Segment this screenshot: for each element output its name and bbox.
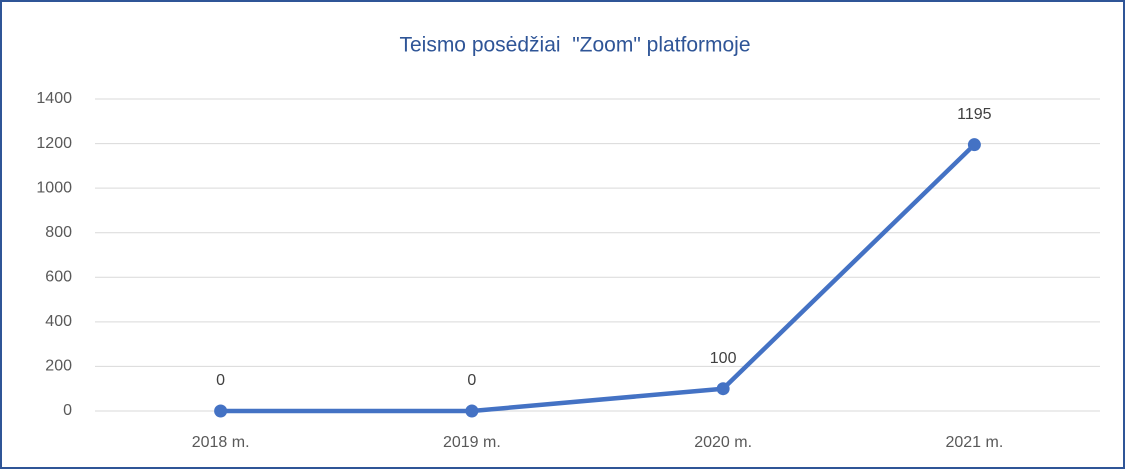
data-point [967, 138, 981, 152]
data-label: 0 [467, 372, 476, 389]
y-tick-label: 400 [45, 313, 72, 330]
data-label: 0 [216, 372, 225, 389]
chart-title: Teismo posėdžiai "Zoom" platformoje [399, 34, 750, 57]
y-tick-label: 1400 [36, 90, 72, 107]
data-label: 100 [710, 350, 737, 367]
data-point [214, 404, 228, 418]
y-tick-label: 1000 [36, 179, 72, 196]
data-point [716, 382, 730, 396]
x-tick-label: 2021 m. [945, 434, 1003, 451]
x-tick-label: 2019 m. [443, 434, 501, 451]
y-tick-label: 1200 [36, 135, 72, 152]
y-tick-label: 200 [45, 358, 72, 375]
y-tick-label: 0 [63, 402, 72, 419]
x-tick-label: 2020 m. [694, 434, 752, 451]
data-point [465, 404, 479, 418]
series-line [220, 143, 976, 414]
x-tick-label: 2018 m. [192, 434, 250, 451]
data-label: 1195 [957, 106, 992, 123]
y-tick-label: 800 [45, 224, 72, 241]
y-tick-label: 600 [45, 269, 72, 286]
